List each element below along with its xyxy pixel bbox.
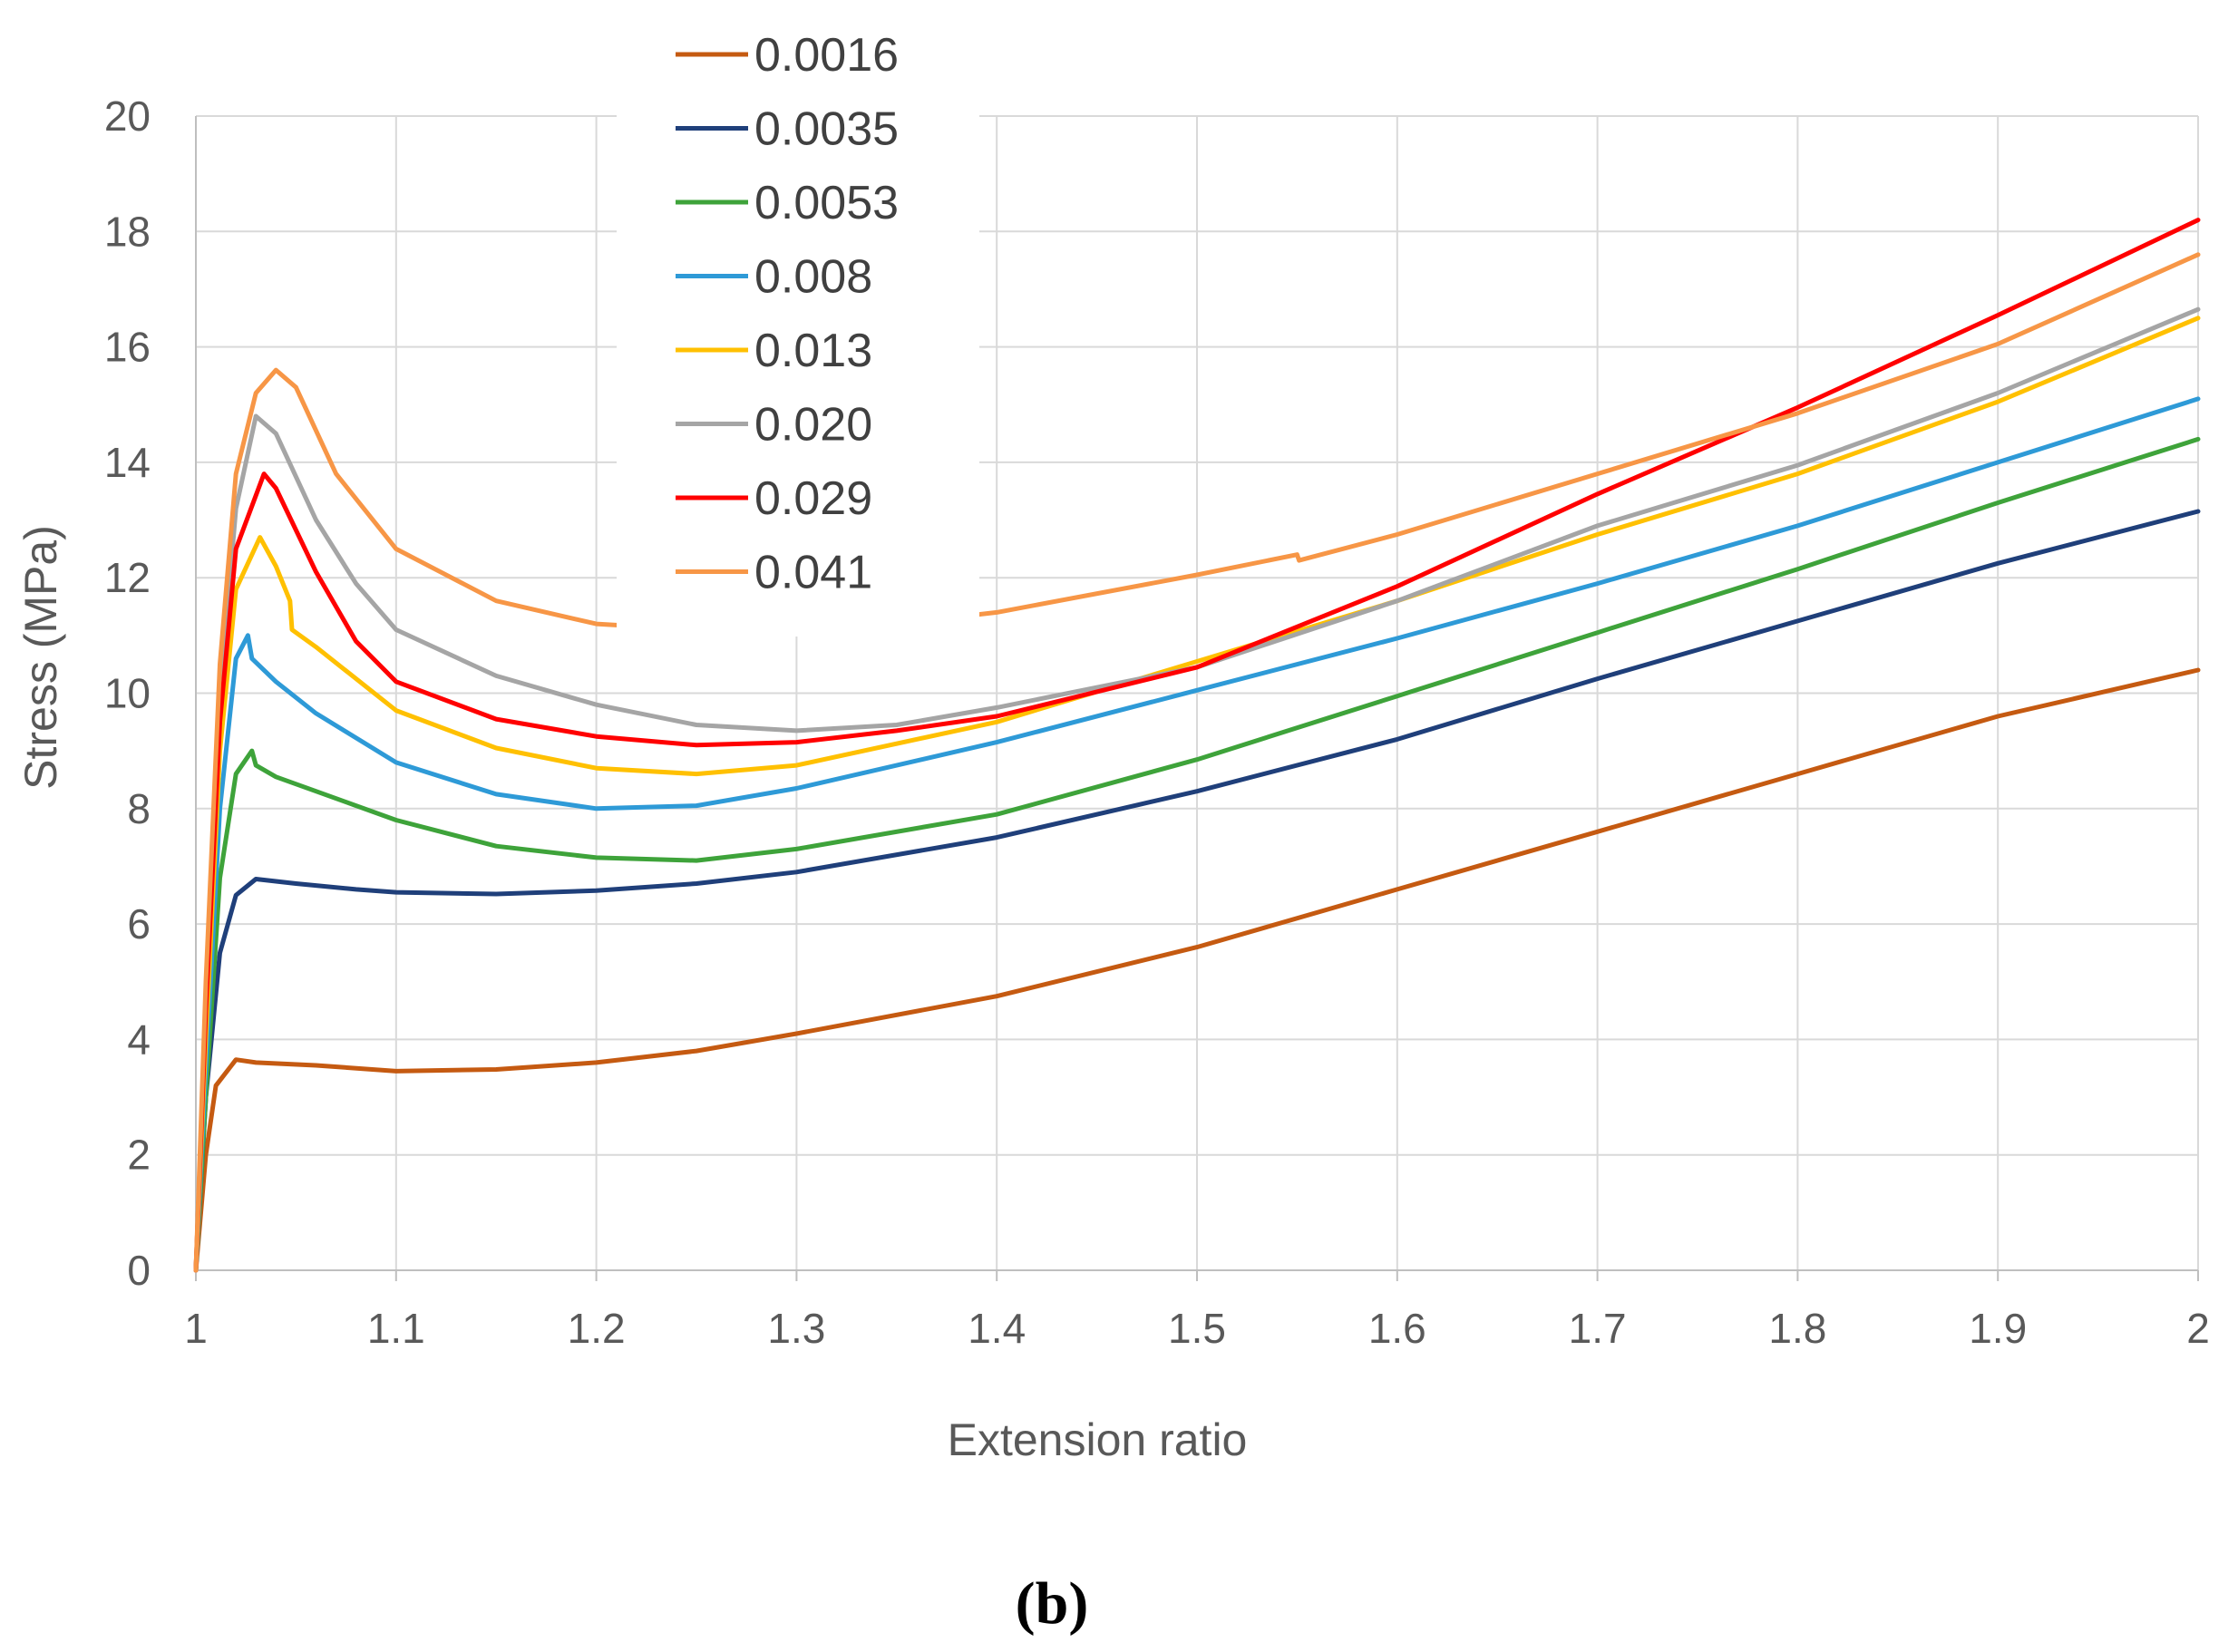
x-tick-label: 1.1 xyxy=(367,1305,425,1352)
x-tick-label: 1.7 xyxy=(1569,1305,1627,1352)
x-tick-label: 1.8 xyxy=(1768,1305,1826,1352)
legend-label: 0.0053 xyxy=(754,177,899,229)
y-tick-label: 12 xyxy=(104,554,151,601)
figure-caption: (b) xyxy=(1016,1570,1089,1637)
legend-label: 0.041 xyxy=(754,547,872,599)
y-tick-labels: 0 2 4 6 8 10 12 14 16 18 20 xyxy=(104,92,151,1294)
x-tick-label: 1 xyxy=(184,1305,208,1352)
y-tick-label: 4 xyxy=(127,1015,151,1063)
x-tick-label: 2 xyxy=(2186,1305,2210,1352)
legend-background xyxy=(617,18,979,637)
x-tick-label: 1.4 xyxy=(968,1305,1026,1352)
legend-label: 0.020 xyxy=(754,399,872,452)
series-line-0.0016 xyxy=(193,667,2201,1273)
series-lines xyxy=(193,218,2201,1273)
x-tick-labels: 1 1.1 1.2 1.3 1.4 1.5 1.6 1.7 1.8 1.9 2 xyxy=(184,1305,2210,1352)
y-axis-label: Stress (MPa) xyxy=(15,525,66,790)
y-tick-label: 20 xyxy=(104,92,151,140)
legend-label: 0.0016 xyxy=(754,29,899,82)
y-tick-label: 18 xyxy=(104,208,151,255)
legend-label: 0.008 xyxy=(754,251,872,304)
y-tick-label: 8 xyxy=(127,785,151,832)
x-tick-label: 1.2 xyxy=(568,1305,626,1352)
x-tick-label: 1.6 xyxy=(1368,1305,1426,1352)
x-tick-label: 1.3 xyxy=(767,1305,825,1352)
series-line-0.008 xyxy=(193,396,2201,1273)
legend-label: 0.029 xyxy=(754,472,872,525)
y-tick-label: 0 xyxy=(127,1247,151,1294)
series-line-0.013 xyxy=(193,316,2201,1273)
y-tick-label: 6 xyxy=(127,900,151,947)
series-line-0.0035 xyxy=(193,509,2201,1273)
legend: 0.0016 0.0035 0.0053 0.008 0.013 0.020 0.029 0.… xyxy=(617,18,979,637)
x-tick-label: 1.5 xyxy=(1168,1305,1226,1352)
axes xyxy=(195,116,2199,1281)
legend-label: 0.013 xyxy=(754,325,872,377)
legend-label: 0.0035 xyxy=(754,103,899,156)
x-tick-label: 1.9 xyxy=(1969,1305,2027,1352)
series-line-0.020 xyxy=(193,306,2201,1273)
y-tick-label: 14 xyxy=(104,439,151,486)
series-line-0.0053 xyxy=(193,436,2201,1273)
y-tick-label: 10 xyxy=(104,670,151,717)
y-tick-label: 2 xyxy=(127,1132,151,1179)
gridlines xyxy=(196,115,2199,1270)
x-axis-label: Extension ratio xyxy=(948,1414,1248,1465)
y-tick-label: 16 xyxy=(104,324,151,371)
series-line-0.029 xyxy=(193,218,2201,1273)
